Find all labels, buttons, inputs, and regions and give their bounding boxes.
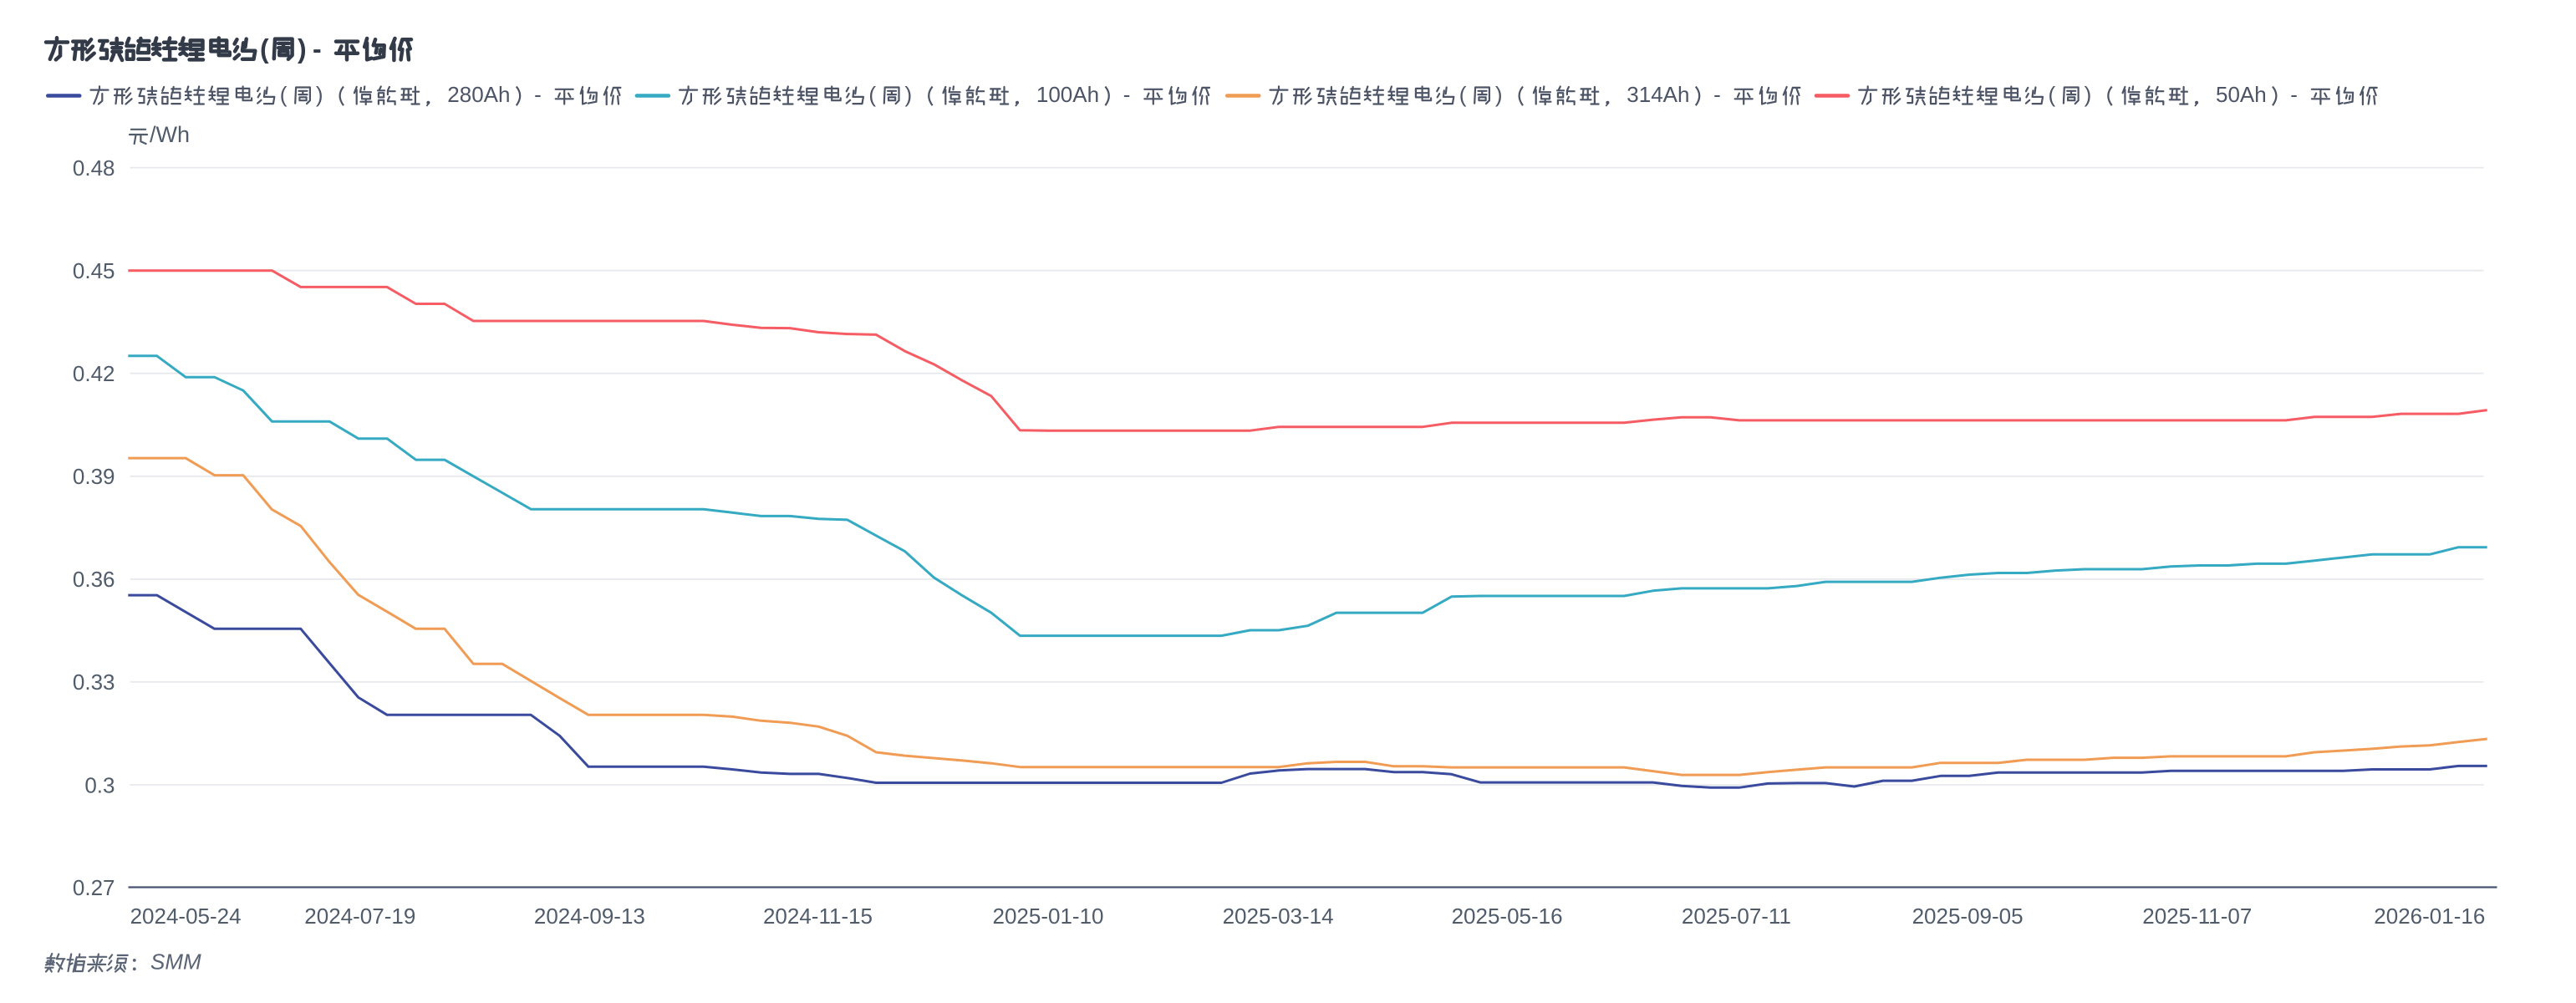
svg-text:2024-11-15: 2024-11-15 [763,904,873,929]
svg-text:2025-09-05: 2025-09-05 [1912,904,2024,929]
svg-text:0.45: 0.45 [73,258,115,283]
svg-text:-: - [1713,82,1721,107]
svg-text:SMM: SMM [150,950,201,975]
svg-text:0.39: 0.39 [73,464,115,489]
svg-text:/Wh: /Wh [150,122,190,147]
svg-text:0.48: 0.48 [73,155,115,181]
svg-text:): ) [905,82,913,107]
svg-text:(: ( [2049,82,2056,107]
svg-text:-: - [1123,82,1131,107]
svg-text:0.3: 0.3 [84,772,115,797]
svg-text:(: ( [260,33,269,64]
svg-text:2025-07-11: 2025-07-11 [1682,904,1791,929]
svg-text:(: ( [868,82,876,107]
svg-text:-: - [534,82,542,107]
svg-text:-: - [313,33,322,64]
svg-text:0.33: 0.33 [73,670,115,695]
svg-text:2024-05-24: 2024-05-24 [130,904,242,929]
svg-text:(: ( [1459,82,1467,107]
svg-text:): ) [2085,82,2092,107]
svg-text:100Ah: 100Ah [1036,82,1099,107]
svg-text:0.36: 0.36 [73,567,115,592]
svg-text:0.27: 0.27 [73,875,115,900]
svg-text:0.42: 0.42 [73,361,115,386]
svg-text:2025-01-10: 2025-01-10 [993,904,1104,929]
svg-text:280Ah: 280Ah [447,82,510,107]
svg-text:): ) [298,33,307,64]
svg-text:2025-03-14: 2025-03-14 [1223,904,1334,929]
svg-text:2024-09-13: 2024-09-13 [534,904,645,929]
svg-text:): ) [316,82,323,107]
svg-text:(: ( [280,82,288,107]
svg-text:2025-11-07: 2025-11-07 [2142,904,2252,929]
svg-text:-: - [2290,82,2298,107]
svg-text:): ) [1495,82,1503,107]
svg-text:50Ah: 50Ah [2216,82,2267,107]
svg-text:314Ah: 314Ah [1627,82,1689,107]
svg-text:2024-07-19: 2024-07-19 [304,904,415,929]
svg-text:2026-01-16: 2026-01-16 [2374,904,2485,929]
svg-text:2025-05-16: 2025-05-16 [1452,904,1563,929]
